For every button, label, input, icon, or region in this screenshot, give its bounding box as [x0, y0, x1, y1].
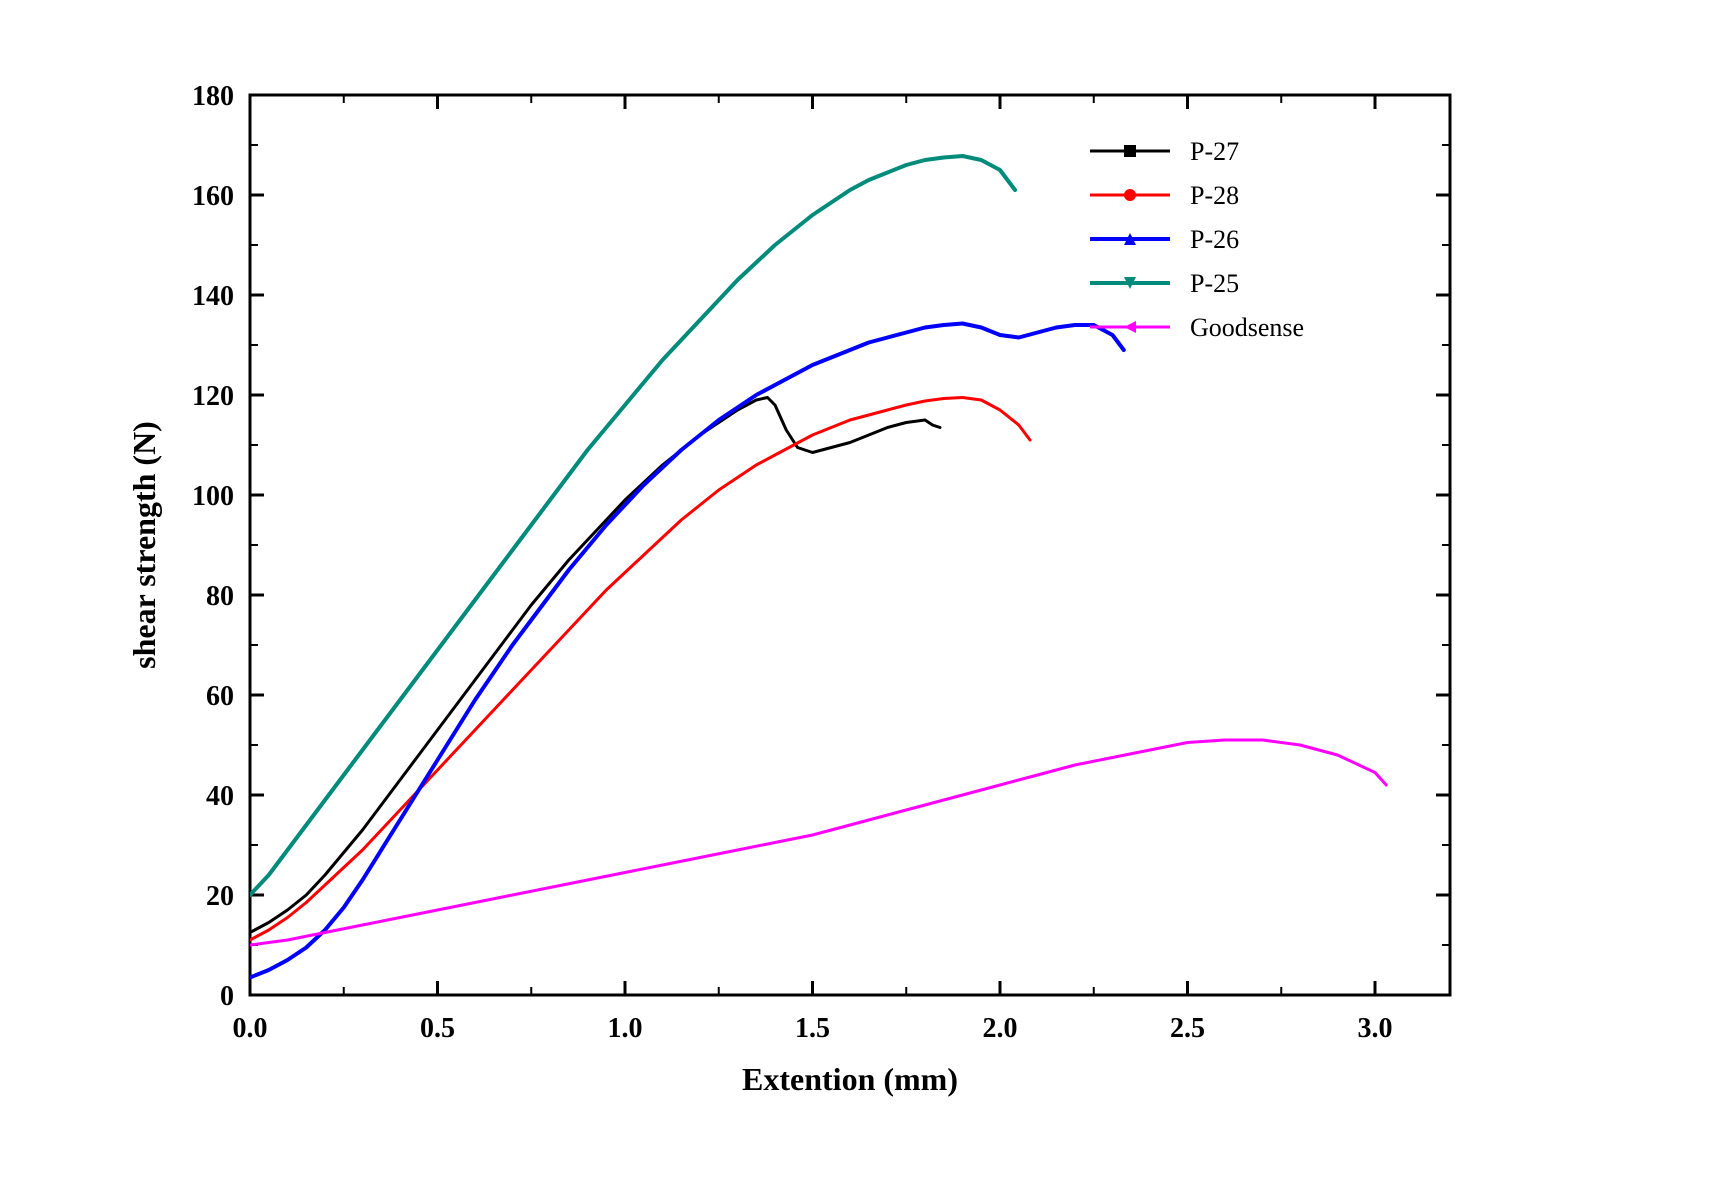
x-tick-label: 3.0 — [1358, 1013, 1393, 1044]
y-tick-label: 120 — [192, 381, 234, 412]
x-tick-label: 1.5 — [795, 1013, 830, 1044]
y-tick-label: 80 — [206, 581, 234, 612]
y-tick-label: 40 — [206, 781, 234, 812]
y-tick-label: 20 — [206, 881, 234, 912]
chart-container: 0.0 0.5 1.0 1.5 2.0 2.5 3.0 0 20 40 60 80 100 120 140 1… — [0, 0, 1710, 1186]
x-tick-label: 0.0 — [233, 1013, 268, 1044]
y-tick-label: 100 — [192, 481, 234, 512]
chart-svg: 0.0 0.5 1.0 1.5 2.0 2.5 3.0 0 20 40 60 80 100 120 140 1… — [0, 0, 1710, 1186]
x-tick-label: 1.0 — [608, 1013, 643, 1044]
y-axis-label: shear strength (N) — [126, 421, 162, 669]
y-tick-label: 0 — [220, 981, 234, 1012]
x-tick-label: 2.5 — [1170, 1013, 1205, 1044]
y-tick-label: 160 — [192, 181, 234, 212]
x-tick-label: 2.0 — [983, 1013, 1018, 1044]
legend-label: P-28 — [1190, 181, 1239, 210]
y-tick-label: 60 — [206, 681, 234, 712]
legend-label: Goodsense — [1190, 313, 1304, 342]
x-axis-label: Extention (mm) — [742, 1061, 958, 1097]
y-tick-label: 140 — [192, 281, 234, 312]
x-tick-label: 0.5 — [420, 1013, 455, 1044]
legend-label: P-27 — [1190, 137, 1239, 166]
legend-label: P-26 — [1190, 225, 1239, 254]
y-tick-label: 180 — [192, 81, 234, 112]
legend-label: P-25 — [1190, 269, 1239, 298]
